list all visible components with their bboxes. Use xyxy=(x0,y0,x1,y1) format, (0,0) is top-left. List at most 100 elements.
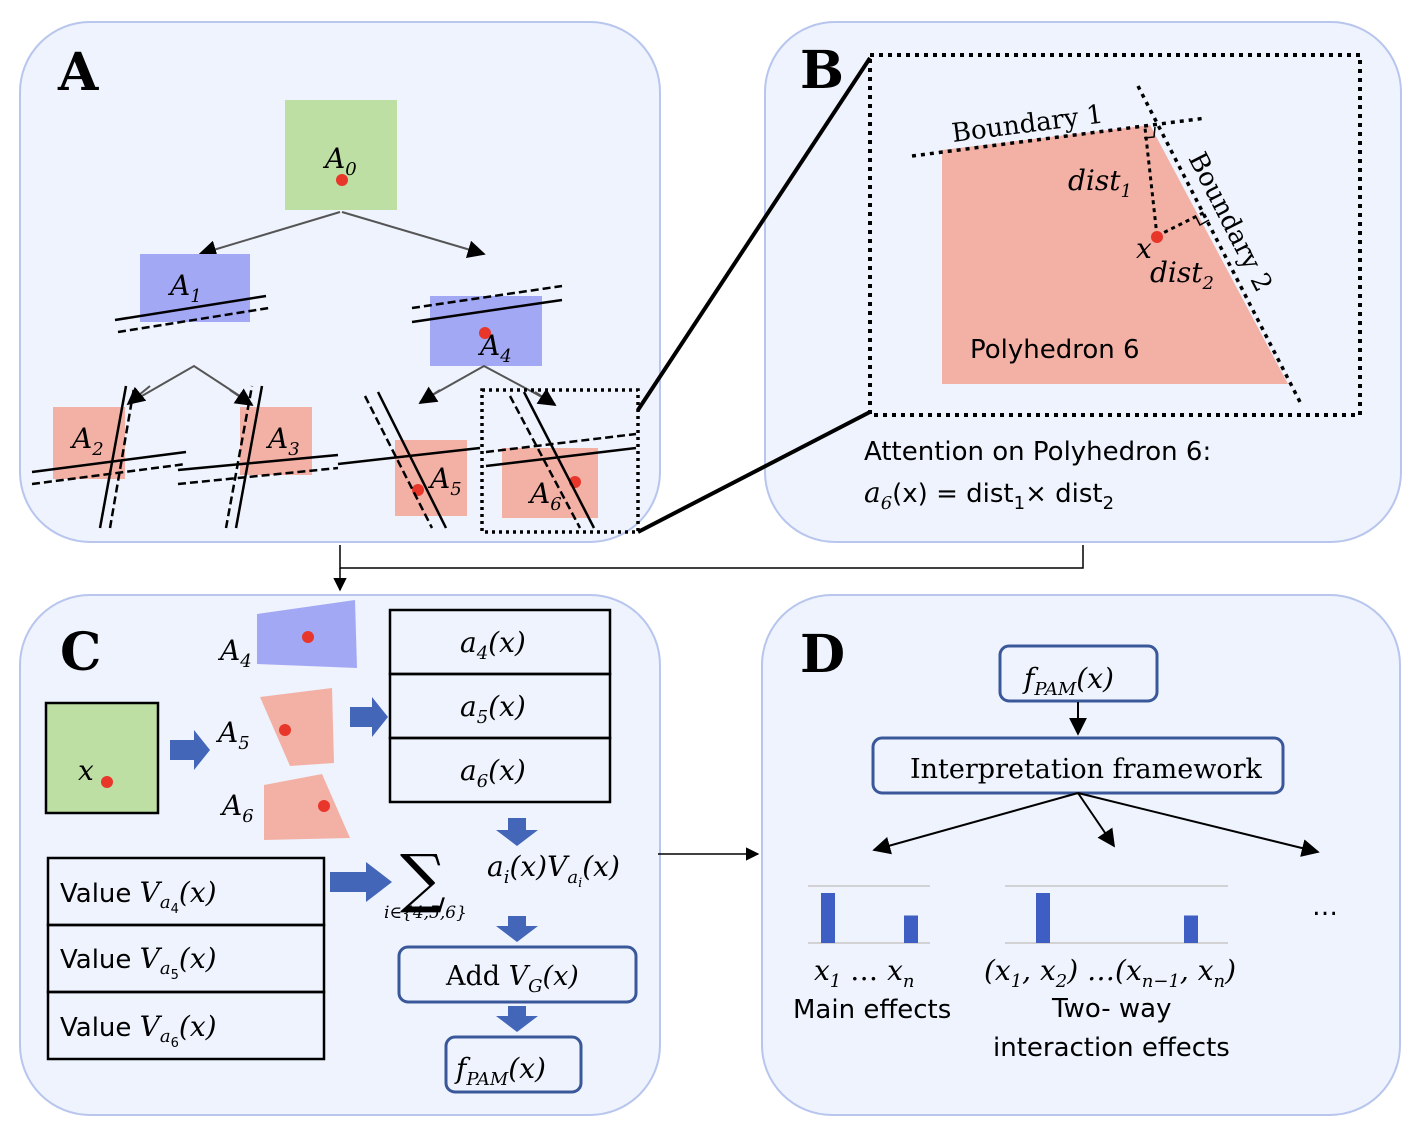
edge-a1-a2-head xyxy=(126,385,151,406)
blue-arrow-input xyxy=(170,730,210,770)
attention-label-a5: a5(x) xyxy=(460,690,526,728)
input-x-label: x xyxy=(78,754,94,787)
node-a0-box xyxy=(285,100,397,210)
input-point xyxy=(101,776,113,788)
edge-a0-a4 xyxy=(341,211,486,259)
a3-horizontal-solid xyxy=(177,453,339,472)
node-a0-label: A0 xyxy=(322,142,357,180)
two-way-axis-labels: (x1, x2) …(xn−1, xn) xyxy=(984,954,1236,992)
value-label-a4: Value Va4(x) xyxy=(60,876,217,917)
a6-diag-dashed xyxy=(508,395,582,529)
sum-symbol: ∑ xyxy=(400,842,446,916)
main-effects-label: Main effects xyxy=(793,995,951,1025)
arrow-to-higher-order xyxy=(1077,792,1320,857)
main-effect-bar-xn xyxy=(904,915,918,943)
right-angle-marker-2 xyxy=(1195,216,1210,227)
two-way-bar-xn1xn xyxy=(1184,915,1198,943)
blue-arrow-down-1 xyxy=(496,818,538,846)
region-a5-shape xyxy=(260,688,334,766)
attention-formula: a6(x) = dist1× dist2 xyxy=(864,476,1114,514)
node-a4-label: A4 xyxy=(477,329,512,367)
a4-boundary-solid xyxy=(411,298,563,324)
dist-1-line xyxy=(1143,127,1159,237)
value-label-a6: Value Va6(x) xyxy=(60,1010,217,1051)
arrow-to-two-way xyxy=(1077,792,1116,848)
node-a1-label: A1 xyxy=(167,269,202,307)
main-effect-bar-x1 xyxy=(821,893,835,943)
region-a5-label: A5 xyxy=(215,716,250,754)
sum-index: i∈{4,5,6} xyxy=(384,903,467,923)
sum-term: ai(x)Vai(x) xyxy=(487,850,620,891)
two-way-label-line1: Two- way xyxy=(1051,994,1171,1024)
panel-c-computation: x A4 A5 A6 a4(x) a5(x) a6(x) Value Va4(x… xyxy=(44,600,638,1094)
attention-box-a6 xyxy=(388,736,612,804)
panel-c-background xyxy=(19,594,661,1116)
a2-vertical-solid xyxy=(98,385,128,529)
edge-a0-a1 xyxy=(198,211,341,258)
dist-1-label: dist1 xyxy=(1068,164,1132,202)
arrow-to-main-effects xyxy=(872,792,1079,855)
panel-letter-a: A xyxy=(57,42,99,103)
attention-label-a4: a4(x) xyxy=(460,626,526,664)
a6-horizontal-dashed xyxy=(485,432,637,454)
a3-vertical-solid xyxy=(234,385,264,529)
a4-boundary-dashed xyxy=(411,284,563,310)
attention-caption: Attention on Polyhedron 6: xyxy=(864,437,1211,467)
node-a1-box xyxy=(140,254,250,322)
add-vg-label: Add VG(x) xyxy=(445,961,579,997)
blue-arrow-values xyxy=(330,862,392,902)
panel-letter-b: B xyxy=(800,40,844,101)
fpam-top-box xyxy=(998,644,1159,703)
a2-horizontal-dashed xyxy=(31,462,187,486)
blue-arrow-down-2 xyxy=(496,916,538,942)
panel-letter-c: C xyxy=(60,622,101,683)
zoom-box-a6 xyxy=(480,388,640,534)
a1-boundary-solid xyxy=(114,294,267,322)
region-a5-point xyxy=(279,724,291,736)
zoom-connector-bottom xyxy=(637,410,871,534)
add-vg-box xyxy=(397,945,638,1004)
a3-horizontal-dashed xyxy=(177,466,339,486)
edge-a4-a6-head xyxy=(534,388,557,406)
polyhedron-name: Polyhedron 6 xyxy=(970,335,1140,365)
point-x xyxy=(1151,231,1163,243)
panel-d-interpretation: fPAM(x) Interpretation framework x1 … xn… xyxy=(793,644,1338,1063)
point-a4 xyxy=(479,327,491,339)
region-a6-point xyxy=(318,800,330,812)
panel-b-polyhedron: Boundary 1 Boundary 2 dist1 x dist2 Poly… xyxy=(864,53,1362,514)
value-label-a5: Value Va5(x) xyxy=(60,942,217,983)
attention-label-a6: a6(x) xyxy=(460,754,526,792)
a6-horizontal-solid xyxy=(485,446,637,468)
fpam-output-box xyxy=(444,1035,583,1094)
a2-horizontal-solid xyxy=(31,450,187,474)
higher-order-ellipsis: … xyxy=(1312,892,1338,922)
two-way-label-line2: interaction effects xyxy=(993,1033,1230,1063)
node-a2-label: A2 xyxy=(69,422,104,460)
polyhedron-6-shape xyxy=(942,125,1288,384)
dist-2-line xyxy=(1156,210,1206,238)
value-box-a6 xyxy=(46,990,326,1061)
panel-letter-d: D xyxy=(800,624,845,685)
region-a6-label: A6 xyxy=(219,789,254,827)
point-a0 xyxy=(336,174,348,186)
a1-boundary-dashed xyxy=(117,306,270,334)
panel-a-tree: A0 A1 A4 A2 A3 xyxy=(31,100,640,534)
fpam-output-label: fPAM(x) xyxy=(454,1052,546,1090)
region-a4-label: A4 xyxy=(217,634,252,672)
a5-horizontal-solid xyxy=(337,446,481,466)
right-angle-marker-1 xyxy=(1143,126,1156,139)
region-a4-point xyxy=(302,631,314,643)
connector-ab-to-c xyxy=(339,545,1084,569)
dist-2-label: dist2 xyxy=(1150,256,1214,294)
a3-vertical-dashed xyxy=(224,385,254,529)
region-a6-shape xyxy=(264,774,350,840)
node-a6-label: A6 xyxy=(527,477,562,515)
node-a5-label: A5 xyxy=(427,462,462,500)
node-a3-label: A3 xyxy=(265,422,300,460)
panel-d-background xyxy=(761,594,1401,1116)
blue-arrow-down-3 xyxy=(496,1006,538,1032)
a5-diag-dashed xyxy=(363,395,434,529)
zoom-box-b xyxy=(868,53,1362,417)
two-way-bar-x1x2 xyxy=(1036,893,1050,943)
